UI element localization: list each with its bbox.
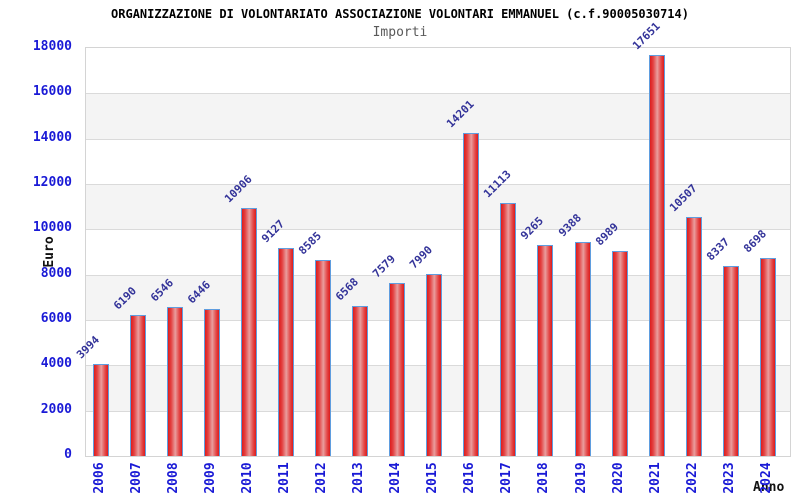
x-tick-label: 2019 — [573, 462, 589, 494]
x-tick-label: 2024 — [758, 462, 774, 494]
bar — [537, 245, 554, 456]
x-tick-label: 2015 — [425, 462, 441, 494]
x-tick-label: 2010 — [240, 462, 256, 494]
x-tick-label: 2013 — [351, 462, 367, 494]
x-tick-label: 2007 — [128, 462, 144, 494]
y-tick-label: 0 — [64, 447, 72, 462]
y-axis-title: Euro — [42, 236, 57, 268]
bar — [129, 315, 146, 456]
x-tick-label: 2008 — [165, 462, 181, 494]
y-tick-label: 10000 — [32, 220, 72, 236]
plot-band — [86, 48, 790, 93]
x-axis-title: Anno — [753, 480, 785, 495]
x-tick-label: 2023 — [721, 462, 737, 494]
y-tick-label: 16000 — [32, 84, 72, 100]
bar — [92, 364, 109, 456]
x-tick-label: 2012 — [314, 462, 330, 494]
chart-title: ORGANIZZAZIONE DI VOLONTARIATO ASSOCIAZI… — [111, 7, 689, 21]
x-tick-label: 2006 — [91, 462, 107, 494]
y-tick-label: 8000 — [40, 265, 72, 281]
gridline — [86, 138, 790, 140]
y-tick-label: 4000 — [40, 356, 72, 372]
chart-subtitle: Importi — [372, 25, 428, 40]
bar — [278, 248, 295, 456]
gridline — [86, 229, 790, 231]
y-tick-label: 14000 — [32, 129, 72, 145]
bar — [574, 242, 591, 456]
x-tick-label: 2017 — [499, 462, 515, 494]
bar — [352, 306, 369, 456]
bar — [500, 203, 517, 456]
bar — [463, 133, 480, 456]
y-tick-label: 6000 — [40, 311, 72, 326]
bar — [759, 258, 776, 456]
plot-area — [85, 47, 791, 457]
bar — [722, 266, 739, 456]
y-tick-label: 2000 — [40, 401, 72, 417]
x-tick-label: 2011 — [277, 462, 293, 494]
x-tick-label: 2018 — [536, 462, 552, 494]
y-tick-label: 12000 — [32, 175, 72, 190]
bar — [315, 260, 332, 456]
gridline — [86, 184, 790, 185]
bar — [648, 55, 665, 456]
bar — [389, 283, 406, 456]
bar — [203, 309, 220, 456]
bar — [426, 274, 443, 456]
bar — [241, 208, 258, 456]
bar — [611, 251, 628, 456]
x-tick-label: 2014 — [388, 462, 404, 494]
plot-band — [86, 139, 790, 184]
plot-band — [86, 93, 790, 139]
plot-band — [86, 184, 790, 230]
x-tick-label: 2022 — [684, 462, 700, 494]
x-tick-label: 2021 — [647, 462, 663, 494]
x-tick-label: 2009 — [202, 462, 218, 494]
x-tick-label: 2020 — [610, 462, 626, 494]
bar — [166, 307, 183, 456]
plot-band — [86, 229, 790, 274]
bar — [685, 217, 702, 456]
y-tick-label: 18000 — [32, 39, 72, 54]
gridline — [86, 93, 790, 95]
x-tick-label: 2016 — [462, 462, 478, 494]
